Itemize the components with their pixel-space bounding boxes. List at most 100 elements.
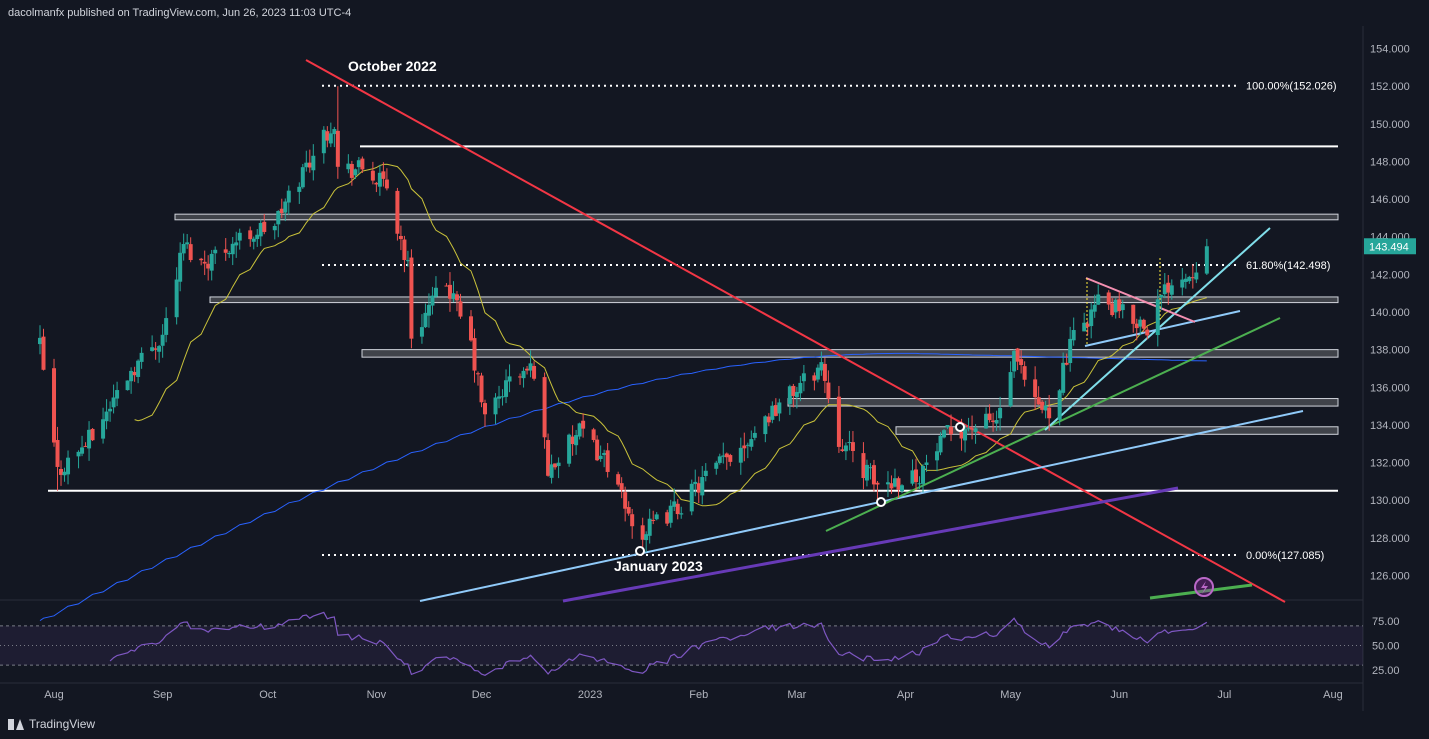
candle-body xyxy=(325,131,330,141)
candle-body xyxy=(973,428,978,432)
candle-body xyxy=(1085,323,1090,327)
time-tick-label: Nov xyxy=(367,689,387,701)
candle-body xyxy=(377,172,382,187)
projection-green-segment xyxy=(1149,583,1253,600)
candle-body xyxy=(419,327,424,337)
candle-body xyxy=(1047,407,1052,419)
candle-body xyxy=(724,453,729,458)
candle xyxy=(675,499,680,520)
candle xyxy=(745,442,750,459)
candle-body xyxy=(987,413,992,421)
candle xyxy=(752,426,757,441)
candle xyxy=(998,396,1003,431)
candle xyxy=(738,437,743,475)
candle xyxy=(812,372,817,391)
candle xyxy=(90,428,95,442)
candle xyxy=(206,255,211,281)
candle xyxy=(101,407,106,444)
pivot-circle-marker xyxy=(876,497,886,507)
candle xyxy=(924,454,929,472)
lightning-icon xyxy=(1201,581,1208,594)
candle-body xyxy=(528,363,533,371)
candle xyxy=(346,154,351,174)
candle xyxy=(581,413,586,438)
candle-body xyxy=(847,442,852,444)
candle-body xyxy=(668,505,673,523)
candle xyxy=(181,233,186,261)
candle-body xyxy=(1117,299,1122,312)
candle-body xyxy=(1096,294,1101,305)
candle-body xyxy=(213,249,218,254)
candle xyxy=(136,359,141,384)
candle xyxy=(836,385,841,453)
candle xyxy=(693,469,698,497)
candle-body xyxy=(206,263,211,269)
candle-body xyxy=(714,462,719,469)
candle-body xyxy=(626,507,631,514)
candle-body xyxy=(798,382,803,394)
candle-body xyxy=(1012,350,1017,372)
candle xyxy=(227,250,232,258)
candle-body xyxy=(234,242,239,246)
candle-body xyxy=(444,285,449,287)
candle-body xyxy=(966,428,971,430)
candle-body xyxy=(1134,323,1139,329)
candle-body xyxy=(157,346,162,352)
candle-body xyxy=(770,405,775,420)
candle xyxy=(577,422,582,440)
candle-body xyxy=(850,442,855,451)
price-tick-label: 138.000 xyxy=(1370,345,1410,357)
candle-body xyxy=(994,420,999,424)
candle xyxy=(1085,320,1090,336)
candle xyxy=(125,380,130,391)
candle xyxy=(251,236,256,250)
candle xyxy=(963,424,968,453)
candle-body xyxy=(959,431,964,439)
fib-level-label: 0.00%(127.085) xyxy=(1246,550,1324,562)
candle-body xyxy=(868,467,873,469)
candle-body xyxy=(1131,304,1136,324)
candle-body xyxy=(630,514,635,527)
candle xyxy=(279,198,284,219)
candle-body xyxy=(777,402,782,414)
pivot-circle-marker xyxy=(955,422,965,432)
candle xyxy=(1012,349,1017,378)
candle-body xyxy=(38,337,42,345)
candle xyxy=(714,460,719,475)
candle xyxy=(871,459,876,492)
candle xyxy=(574,429,579,455)
candle-body xyxy=(549,464,554,478)
candle xyxy=(991,412,996,432)
candle xyxy=(1106,290,1111,310)
tradingview-brand[interactable]: TradingView xyxy=(8,717,95,731)
candle-body xyxy=(1204,246,1209,274)
candle xyxy=(1180,267,1185,296)
candle-body xyxy=(500,396,505,398)
candle xyxy=(1113,298,1118,319)
rsi-tick-label: 50.00 xyxy=(1372,641,1400,653)
candle xyxy=(826,370,831,404)
candle xyxy=(185,234,190,249)
candle-body xyxy=(1169,285,1174,295)
candle-body xyxy=(672,501,677,507)
candle xyxy=(1169,279,1174,300)
candle-body xyxy=(889,483,894,489)
candle-body xyxy=(703,470,708,477)
wedge-lower-line xyxy=(1084,310,1241,347)
candle xyxy=(374,181,379,193)
candle xyxy=(770,401,775,424)
candle-body xyxy=(248,230,253,240)
candle-body xyxy=(335,130,340,167)
candle xyxy=(83,442,88,448)
rsi-axis: 75.00 50.00 25.00 xyxy=(1372,616,1400,677)
candle xyxy=(479,372,484,408)
candle xyxy=(419,314,424,344)
candle-body xyxy=(409,257,414,339)
candle-body xyxy=(581,420,586,429)
candle xyxy=(213,246,218,264)
candle-body xyxy=(896,478,901,490)
candle xyxy=(115,381,120,407)
candle-body xyxy=(1022,366,1027,380)
candle-body xyxy=(644,534,649,541)
